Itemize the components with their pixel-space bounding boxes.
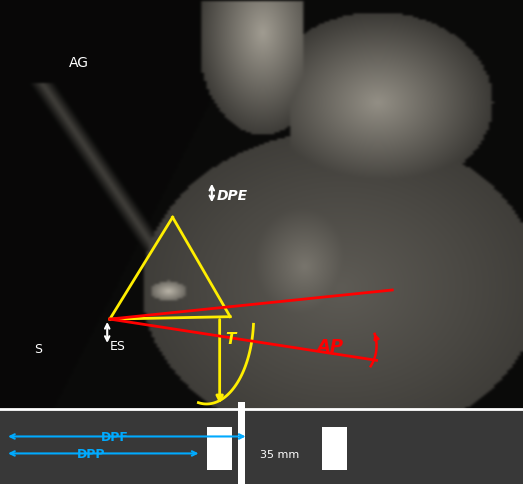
Text: AP: AP bbox=[316, 337, 343, 355]
Text: T: T bbox=[225, 332, 235, 346]
Bar bbox=[322, 427, 347, 470]
Text: DPP: DPP bbox=[77, 447, 106, 460]
Text: AG: AG bbox=[69, 56, 88, 70]
Text: DPF: DPF bbox=[101, 430, 129, 443]
Text: 35 mm: 35 mm bbox=[260, 449, 300, 459]
Text: S: S bbox=[33, 342, 42, 355]
Text: ES: ES bbox=[110, 340, 126, 352]
Bar bbox=[207, 427, 232, 470]
Text: DPE: DPE bbox=[217, 189, 248, 203]
Bar bbox=[0, 0, 523, 409]
Bar bbox=[0, 409, 523, 484]
Bar bbox=[238, 402, 245, 484]
